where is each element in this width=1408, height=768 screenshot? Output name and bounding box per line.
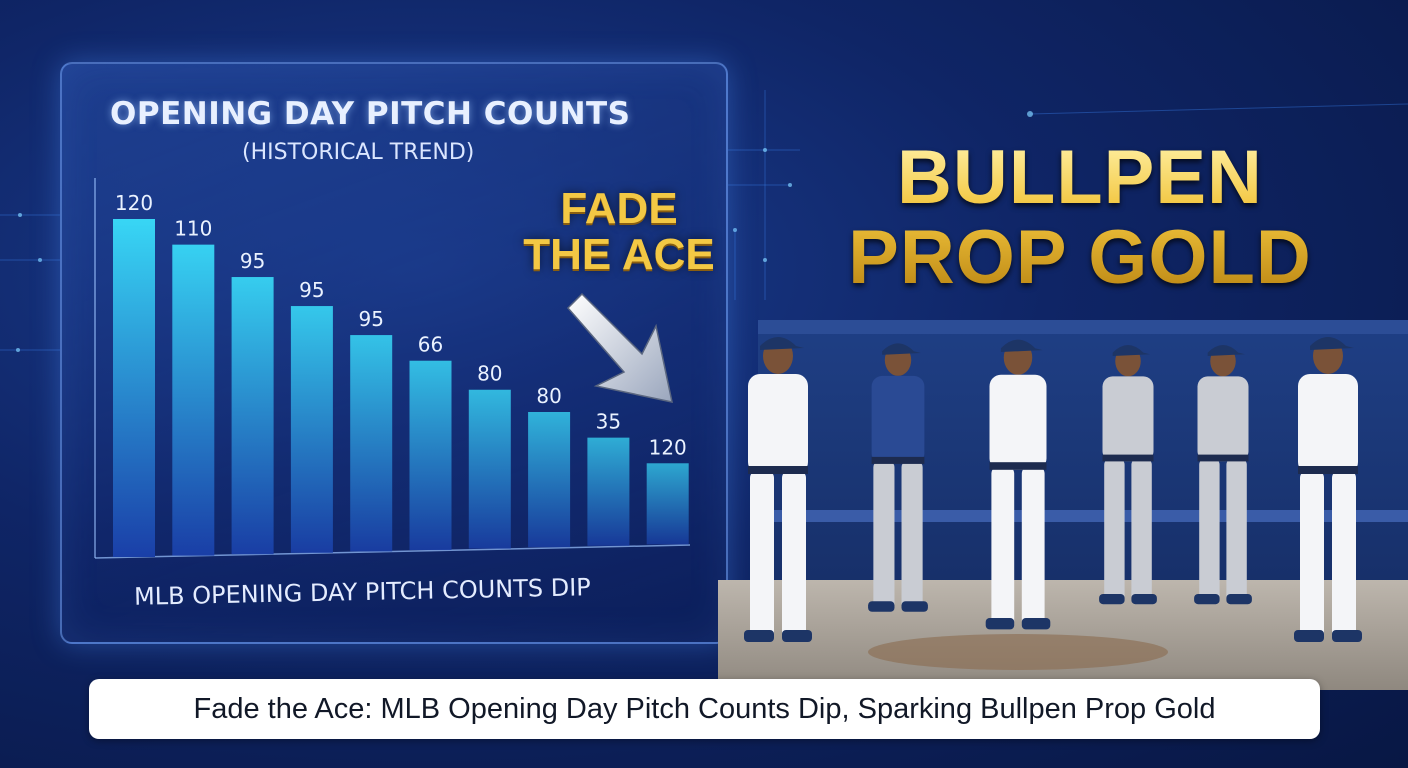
player-figure: [744, 337, 812, 642]
caption-text: Fade the Ace: MLB Opening Day Pitch Coun…: [193, 692, 1216, 725]
baseball-players-photo: [718, 320, 1408, 690]
chart-title: OPENING DAY PITCH COUNTS: [110, 96, 631, 132]
headline: BULLPEN PROP GOLD: [800, 138, 1360, 298]
headline-line-1: BULLPEN: [897, 135, 1263, 220]
headline-line-2: PROP GOLD: [848, 215, 1312, 300]
callout-line-2: THE ACE: [523, 230, 715, 279]
caption-bar: Fade the Ace: MLB Opening Day Pitch Coun…: [89, 679, 1320, 739]
player-figure: [985, 339, 1051, 630]
player-figure: [868, 343, 928, 612]
callout-line-1: FADE: [560, 184, 678, 233]
player-figure: [1099, 344, 1157, 605]
down-right-arrow-icon: [566, 292, 673, 403]
fade-the-ace-callout: FADE THE ACE: [514, 186, 724, 278]
player-figure: [1294, 337, 1362, 642]
chart-subtitle: (HISTORICAL TREND): [242, 140, 475, 165]
player-figure: [1194, 344, 1252, 605]
